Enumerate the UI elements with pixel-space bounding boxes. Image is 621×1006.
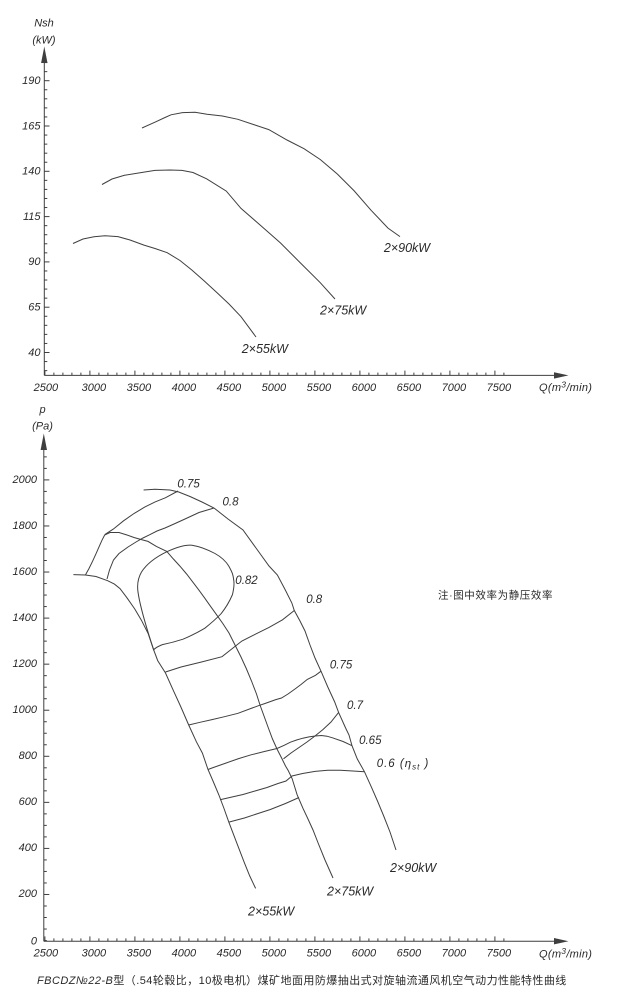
svg-text:0.82: 0.82 — [235, 575, 258, 587]
svg-text:115: 115 — [23, 211, 41, 223]
svg-text:2000: 2000 — [12, 474, 38, 486]
svg-text:0.75: 0.75 — [177, 479, 200, 491]
svg-text:6500: 6500 — [397, 382, 422, 394]
svg-text:4000: 4000 — [172, 948, 197, 960]
svg-text:200: 200 — [18, 888, 38, 900]
svg-text:注·图中效率为静压效率: 注·图中效率为静压效率 — [438, 589, 553, 602]
svg-text:1400: 1400 — [13, 612, 38, 624]
svg-text:4500: 4500 — [217, 382, 242, 394]
svg-text:190: 190 — [22, 75, 41, 87]
svg-text:7500: 7500 — [487, 382, 512, 394]
svg-text:0.8: 0.8 — [306, 594, 323, 606]
svg-text:1800: 1800 — [13, 520, 38, 532]
svg-text:0.75: 0.75 — [330, 660, 353, 672]
svg-text:400: 400 — [19, 842, 38, 854]
svg-text:140: 140 — [22, 166, 41, 178]
svg-text:(kW): (kW) — [32, 35, 56, 47]
svg-text:7000: 7000 — [442, 948, 467, 960]
svg-text:90: 90 — [28, 256, 41, 268]
svg-text:40: 40 — [28, 347, 41, 359]
svg-text:3000: 3000 — [82, 382, 107, 394]
svg-text:3500: 3500 — [127, 948, 152, 960]
svg-text:3500: 3500 — [127, 382, 152, 394]
svg-text:5500: 5500 — [307, 948, 332, 960]
svg-text:2500: 2500 — [33, 948, 59, 960]
svg-text:600: 600 — [19, 796, 38, 808]
svg-text:(Pa): (Pa) — [32, 421, 53, 433]
svg-text:1600: 1600 — [13, 566, 38, 578]
svg-text:2×55kW: 2×55kW — [247, 904, 295, 918]
svg-text:2×75kW: 2×75kW — [319, 304, 367, 318]
svg-text:2×75kW: 2×75kW — [326, 885, 374, 899]
svg-text:0: 0 — [31, 936, 38, 948]
svg-text:6500: 6500 — [397, 948, 422, 960]
svg-text:7000: 7000 — [442, 382, 467, 394]
svg-text:0.8: 0.8 — [223, 497, 240, 509]
svg-text:5000: 5000 — [262, 948, 287, 960]
svg-text:165: 165 — [22, 120, 41, 132]
svg-text:Nsh: Nsh — [34, 18, 54, 30]
svg-text:2×55kW: 2×55kW — [241, 342, 289, 356]
svg-text:p: p — [38, 404, 45, 416]
svg-text:2500: 2500 — [33, 382, 59, 394]
svg-text:5500: 5500 — [307, 382, 332, 394]
svg-text:1200: 1200 — [13, 658, 38, 670]
svg-text:FBCDZ№22-B型（.54轮毂比，10极电机）煤矿地面用: FBCDZ№22-B型（.54轮毂比，10极电机）煤矿地面用防爆抽出式对旋轴流通… — [37, 973, 567, 987]
svg-text:4500: 4500 — [217, 948, 242, 960]
svg-text:4000: 4000 — [172, 382, 197, 394]
svg-text:7500: 7500 — [487, 948, 512, 960]
svg-text:800: 800 — [19, 750, 38, 762]
svg-text:65: 65 — [28, 302, 41, 314]
svg-text:Q(m3/min): Q(m3/min) — [539, 946, 592, 961]
svg-text:Q(m3/min): Q(m3/min) — [539, 380, 592, 395]
svg-text:6000: 6000 — [352, 382, 377, 394]
svg-text:2×90kW: 2×90kW — [389, 861, 437, 875]
svg-text:6000: 6000 — [352, 948, 377, 960]
svg-text:3000: 3000 — [82, 948, 107, 960]
svg-text:1000: 1000 — [13, 704, 38, 716]
svg-text:5000: 5000 — [262, 382, 287, 394]
svg-text:0.6 (ηst ): 0.6 (ηst ) — [377, 758, 430, 772]
svg-text:0.7: 0.7 — [347, 700, 364, 712]
svg-text:0.65: 0.65 — [359, 735, 382, 747]
svg-text:2×90kW: 2×90kW — [383, 241, 431, 255]
